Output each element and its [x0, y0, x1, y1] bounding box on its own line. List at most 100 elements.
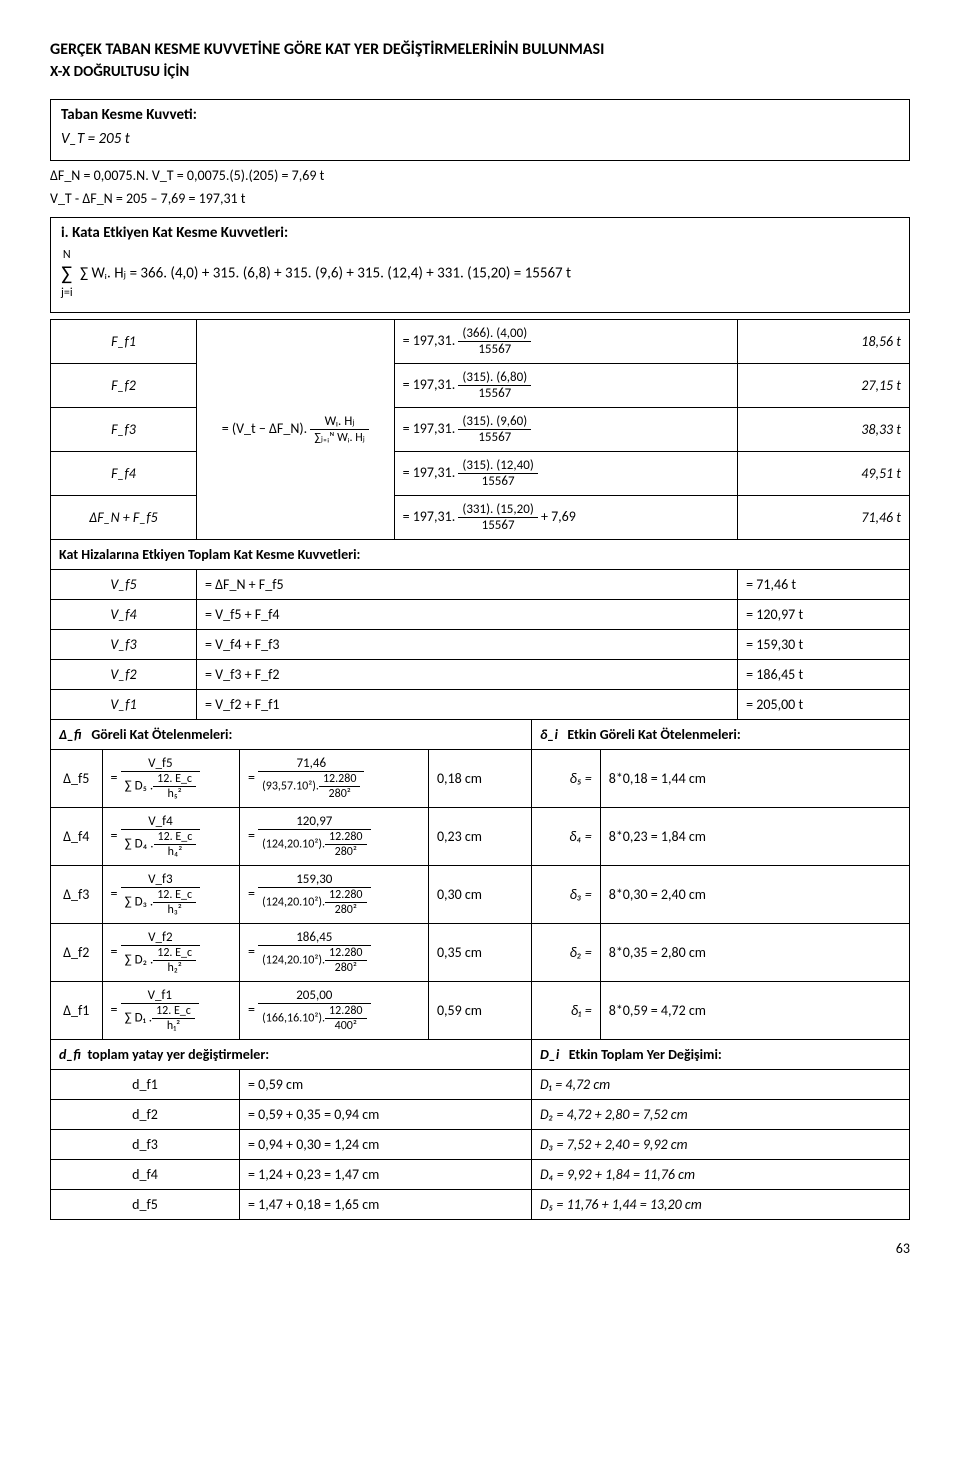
section-row: Kat Hizalarına Etkiyen Toplam Kat Kesme …: [51, 540, 910, 570]
d-label: Δ_f1: [51, 982, 103, 1040]
taban-box: Taban Kesme Kuvveti: V_T = 205 t: [50, 99, 910, 161]
t-val: = 1,47 + 0,18 = 1,65 cm: [239, 1190, 531, 1220]
d-cm: 0,18 cm: [428, 750, 531, 808]
f-val: 71,46 t: [738, 496, 910, 540]
table-row: ΔF_N + F_f5 = 197,31. (331). (15,20)1556…: [51, 496, 910, 540]
t-right: D₁ = 4,72 cm: [532, 1070, 910, 1100]
delta-val: 8*0,30 = 2,40 cm: [600, 866, 909, 924]
d-right-frac: = 186,45(124,20.10²).12.280280²: [239, 924, 428, 982]
t-label: d_f3: [51, 1130, 240, 1160]
taban-title: Taban Kesme Kuvveti:: [61, 106, 899, 124]
delta-val: 8*0,59 = 4,72 cm: [600, 982, 909, 1040]
sum-bot: j=i: [61, 286, 73, 300]
f-expr: = 197,31. (315). (6,80)15567: [394, 364, 738, 408]
f-expr: = 197,31. (315). (9,60)15567: [394, 408, 738, 452]
mid-left: = (V_t − ΔF_N).: [222, 420, 307, 437]
f-expr: = 197,31. (366). (4,00)15567: [394, 320, 738, 364]
d-left-frac: = V_f2∑ D₂ .12. E_ch₂²: [102, 924, 239, 982]
table-row: d_f1 = 0,59 cm D₁ = 4,72 cm: [51, 1070, 910, 1100]
v-val: = 186,45 t: [738, 660, 910, 690]
toplam-left: d_fi toplam yatay yer değiştirmeler:: [51, 1040, 532, 1070]
t-right: D₅ = 11,76 + 1,44 = 13,20 cm: [532, 1190, 910, 1220]
table-row: V_f2 = V_f3 + F_f2 = 186,45 t: [51, 660, 910, 690]
delta-label: δ₄ =: [532, 808, 601, 866]
t-label: d_f4: [51, 1160, 240, 1190]
table-row: V_f3 = V_f4 + F_f3 = 159,30 t: [51, 630, 910, 660]
goreli-right: δ_i Etkin Göreli Kat Ötelenmeleri:: [532, 720, 910, 750]
d-left-frac: = V_f3∑ D₃ .12. E_ch₃²: [102, 866, 239, 924]
kata-box: i. Kata Etkiyen Kat Kesme Kuvvetleri: N …: [50, 217, 910, 313]
f-val: 49,51 t: [738, 452, 910, 496]
kata-sum-row: N ∑ j=i ∑ Wᵢ. Hⱼ = 366. (4,0) + 315. (6,…: [61, 248, 899, 300]
page-title-2: X-X DOĞRULTUSU İÇİN: [50, 63, 910, 81]
delta-val: 8*0,18 = 1,44 cm: [600, 750, 909, 808]
kata-sum: ∑ Wᵢ. Hⱼ = 366. (4,0) + 315. (6,8) + 315…: [80, 265, 571, 283]
t-label: d_f1: [51, 1070, 240, 1100]
f-val: 38,33 t: [738, 408, 910, 452]
v-label: V_f3: [51, 630, 197, 660]
table-row: Δ_f1 = V_f1∑ D₁ .12. E_ch₁² = 205,00(166…: [51, 982, 910, 1040]
f-label: F_f4: [51, 452, 197, 496]
v-val: = 120,97 t: [738, 600, 910, 630]
v-val: = 205,00 t: [738, 690, 910, 720]
kat-hizal-title: Kat Hizalarına Etkiyen Toplam Kat Kesme …: [51, 540, 910, 570]
delta-label: δ₂ =: [532, 924, 601, 982]
page-number: 63: [50, 1240, 910, 1257]
d-left-frac: = V_f1∑ D₁ .12. E_ch₁²: [102, 982, 239, 1040]
t-label: d_f2: [51, 1100, 240, 1130]
taban-vt: V_T = 205 t: [61, 130, 899, 148]
table-row: F_f4 = 197,31. (315). (12,40)15567 49,51…: [51, 452, 910, 496]
delta-label: δ₅ =: [532, 750, 601, 808]
displacement-table: Δ_fi Göreli Kat Ötelenmeleri: δ_i Etkin …: [50, 719, 910, 1220]
table-row: d_f2 = 0,59 + 0,35 = 0,94 cm D₂ = 4,72 +…: [51, 1100, 910, 1130]
v-label: V_f2: [51, 660, 197, 690]
v-label: V_f5: [51, 570, 197, 600]
f-label: ΔF_N + F_f5: [51, 496, 197, 540]
v-val: = 159,30 t: [738, 630, 910, 660]
d-right-frac: = 205,00(166,16.10²).12.280400²: [239, 982, 428, 1040]
t-val: = 0,94 + 0,30 = 1,24 cm: [239, 1130, 531, 1160]
section-row: d_fi toplam yatay yer değiştirmeler: D_i…: [51, 1040, 910, 1070]
v-formula: = ΔF_N + F_f5: [197, 570, 738, 600]
table-row: Δ_f4 = V_f4∑ D₄ .12. E_ch₄² = 120,97(124…: [51, 808, 910, 866]
kata-title: i. Kata Etkiyen Kat Kesme Kuvvetleri:: [61, 224, 899, 242]
f-expr: = 197,31. (315). (12,40)15567: [394, 452, 738, 496]
d-label: Δ_f4: [51, 808, 103, 866]
delta-val: 8*0,35 = 2,80 cm: [600, 924, 909, 982]
t-val: = 0,59 cm: [239, 1070, 531, 1100]
taban-dfn: ΔF_N = 0,0075.N. V_T = 0,0075.(5).(205) …: [50, 167, 910, 184]
f-val: 18,56 t: [738, 320, 910, 364]
table-row: d_f4 = 1,24 + 0,23 = 1,47 cm D₄ = 9,92 +…: [51, 1160, 910, 1190]
f-val: 27,15 t: [738, 364, 910, 408]
d-cm: 0,30 cm: [428, 866, 531, 924]
d-label: Δ_f2: [51, 924, 103, 982]
table-row: F_f3 = 197,31. (315). (9,60)15567 38,33 …: [51, 408, 910, 452]
d-cm: 0,23 cm: [428, 808, 531, 866]
t-right: D₂ = 4,72 + 2,80 = 7,52 cm: [532, 1100, 910, 1130]
t-right: D₃ = 7,52 + 2,40 = 9,92 cm: [532, 1130, 910, 1160]
v-label: V_f1: [51, 690, 197, 720]
v-formula: = V_f5 + F_f4: [197, 600, 738, 630]
d-label: Δ_f3: [51, 866, 103, 924]
mid-num: Wᵢ. Hⱼ: [310, 414, 369, 430]
d-right-frac: = 71,46(93,57.10²).12.280280²: [239, 750, 428, 808]
v-label: V_f4: [51, 600, 197, 630]
f-label: F_f2: [51, 364, 197, 408]
d-left-frac: = V_f4∑ D₄ .12. E_ch₄²: [102, 808, 239, 866]
delta-label: δ₃ =: [532, 866, 601, 924]
table-row: F_f1 = (V_t − ΔF_N). Wᵢ. Hⱼ ∑ⱼ₌ᵢᴺ Wᵢ. Hⱼ…: [51, 320, 910, 364]
table-row: V_f1 = V_f2 + F_f1 = 205,00 t: [51, 690, 910, 720]
t-label: d_f5: [51, 1190, 240, 1220]
mid-formula: = (V_t − ΔF_N). Wᵢ. Hⱼ ∑ⱼ₌ᵢᴺ Wᵢ. Hⱼ: [197, 320, 395, 540]
table-row: F_f2 = 197,31. (315). (6,80)15567 27,15 …: [51, 364, 910, 408]
goreli-left: Δ_fi Göreli Kat Ötelenmeleri:: [51, 720, 532, 750]
mid-den: ∑ⱼ₌ᵢᴺ Wᵢ. Hⱼ: [310, 430, 369, 445]
v-val: = 71,46 t: [738, 570, 910, 600]
table-row: d_f3 = 0,94 + 0,30 = 1,24 cm D₃ = 7,52 +…: [51, 1130, 910, 1160]
d-label: Δ_f5: [51, 750, 103, 808]
taban-diff: V_T - ΔF_N = 205 – 7,69 = 197,31 t: [50, 190, 910, 207]
d-right-frac: = 120,97(124,20.10²).12.280280²: [239, 808, 428, 866]
table-row: Δ_f2 = V_f2∑ D₂ .12. E_ch₂² = 186,45(124…: [51, 924, 910, 982]
f-label: F_f1: [51, 320, 197, 364]
d-cm: 0,35 cm: [428, 924, 531, 982]
